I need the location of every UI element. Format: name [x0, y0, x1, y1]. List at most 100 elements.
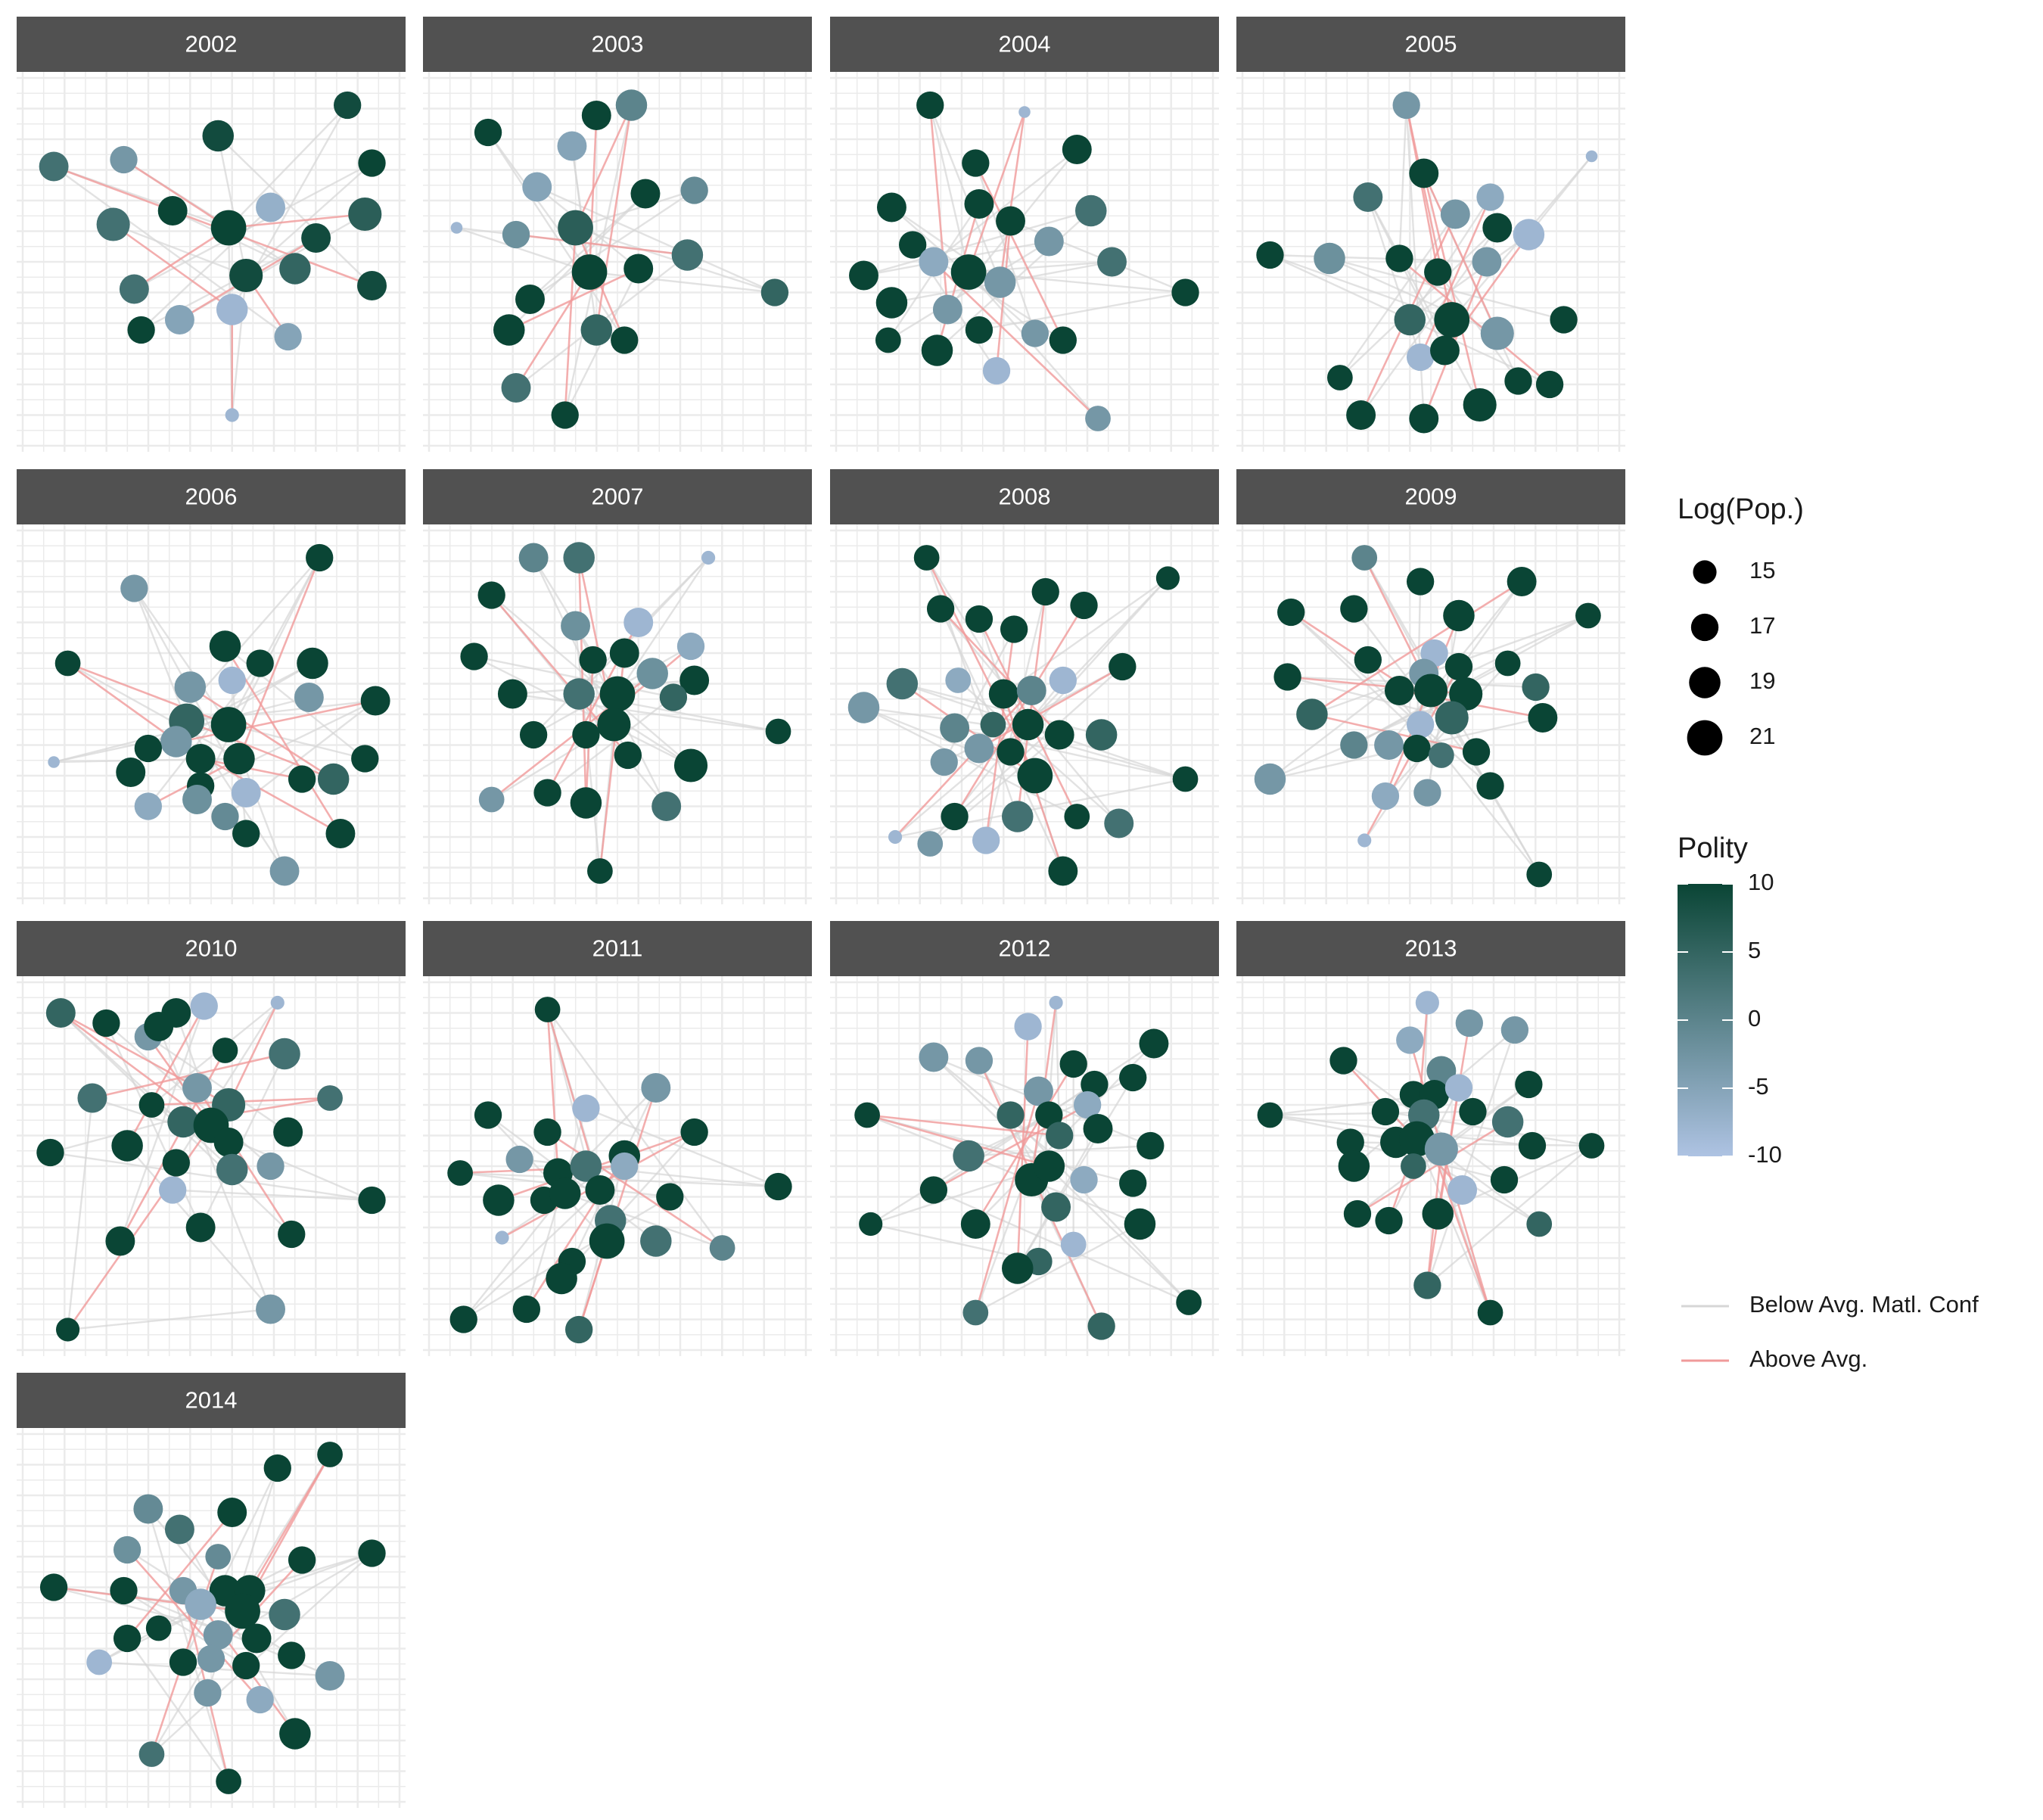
node [849, 260, 878, 291]
node [614, 741, 642, 770]
size-key-label: 19 [1749, 667, 1775, 694]
node [671, 239, 704, 271]
node [348, 197, 382, 232]
node [1104, 808, 1134, 838]
node [953, 1140, 984, 1172]
node [1062, 135, 1092, 164]
node [1392, 91, 1420, 120]
node [570, 787, 602, 819]
node [1018, 106, 1031, 118]
node [1031, 577, 1059, 606]
node [174, 671, 207, 703]
node [164, 305, 194, 334]
strip [423, 469, 812, 524]
node [585, 1175, 615, 1205]
node [217, 1498, 247, 1527]
node [1176, 1290, 1202, 1315]
node [45, 998, 76, 1028]
node [211, 802, 239, 831]
node [194, 1678, 222, 1707]
node [1406, 343, 1435, 372]
node [965, 1047, 994, 1075]
node [269, 1598, 300, 1631]
node [232, 820, 260, 848]
node [294, 683, 324, 712]
node [205, 1544, 232, 1570]
node [231, 778, 261, 807]
edge-below [60, 1012, 233, 1171]
node [515, 285, 545, 314]
node [450, 222, 463, 234]
node [888, 829, 903, 845]
node [930, 748, 958, 776]
size-key [1690, 613, 1719, 642]
edge-below [564, 1192, 723, 1249]
node [1472, 247, 1502, 277]
node [105, 1226, 135, 1256]
edge-below [901, 683, 1186, 780]
node [493, 314, 525, 346]
size-key [1689, 667, 1721, 698]
node [563, 678, 595, 710]
node [263, 1454, 291, 1482]
colorbar-label: 5 [1748, 937, 1761, 963]
node [611, 326, 639, 354]
node [357, 271, 387, 300]
node [1070, 1165, 1098, 1194]
node [502, 220, 530, 249]
node [636, 658, 668, 689]
node [86, 1649, 113, 1675]
node [1535, 370, 1564, 399]
edge-below [1329, 257, 1564, 321]
node [1490, 1165, 1519, 1194]
node [483, 1184, 515, 1216]
node [1518, 1131, 1547, 1160]
node [315, 1661, 345, 1691]
node [1482, 213, 1513, 243]
node [1455, 1009, 1483, 1038]
node [1338, 1150, 1370, 1182]
edge-above [227, 1002, 278, 1106]
node [127, 316, 155, 344]
node [119, 274, 149, 304]
strip-label: 2002 [185, 31, 238, 58]
edge-below [113, 223, 247, 277]
node [680, 176, 708, 204]
node [274, 322, 302, 351]
node [1448, 1175, 1478, 1205]
node [1354, 646, 1382, 674]
node [1109, 652, 1137, 681]
edge-below [1426, 1029, 1516, 1286]
node [203, 1620, 233, 1650]
node [615, 89, 648, 121]
legend-title: Log(Pop.) [1678, 493, 1804, 525]
node [185, 1212, 216, 1243]
node [1394, 303, 1426, 336]
strip-label: 2010 [185, 935, 238, 962]
node [921, 334, 953, 366]
node [1046, 1122, 1074, 1150]
strip [1236, 17, 1625, 72]
node [1384, 676, 1414, 705]
node [111, 1130, 143, 1162]
panel: 2009 [1236, 469, 1625, 904]
node [1443, 599, 1475, 632]
node [216, 294, 248, 325]
node [1000, 615, 1028, 643]
node [522, 172, 552, 202]
node [279, 1718, 311, 1750]
strip [830, 469, 1219, 524]
node [597, 708, 631, 742]
node [599, 676, 636, 712]
edge-above [508, 267, 639, 331]
node [997, 1101, 1025, 1129]
edge-below [585, 1107, 779, 1188]
node [546, 1262, 577, 1295]
edge-below [929, 104, 970, 272]
node [1073, 1090, 1102, 1119]
node [916, 91, 944, 120]
edge-below [1350, 1141, 1505, 1181]
node [1033, 1150, 1065, 1182]
node [169, 1648, 197, 1676]
node [1083, 1114, 1113, 1143]
